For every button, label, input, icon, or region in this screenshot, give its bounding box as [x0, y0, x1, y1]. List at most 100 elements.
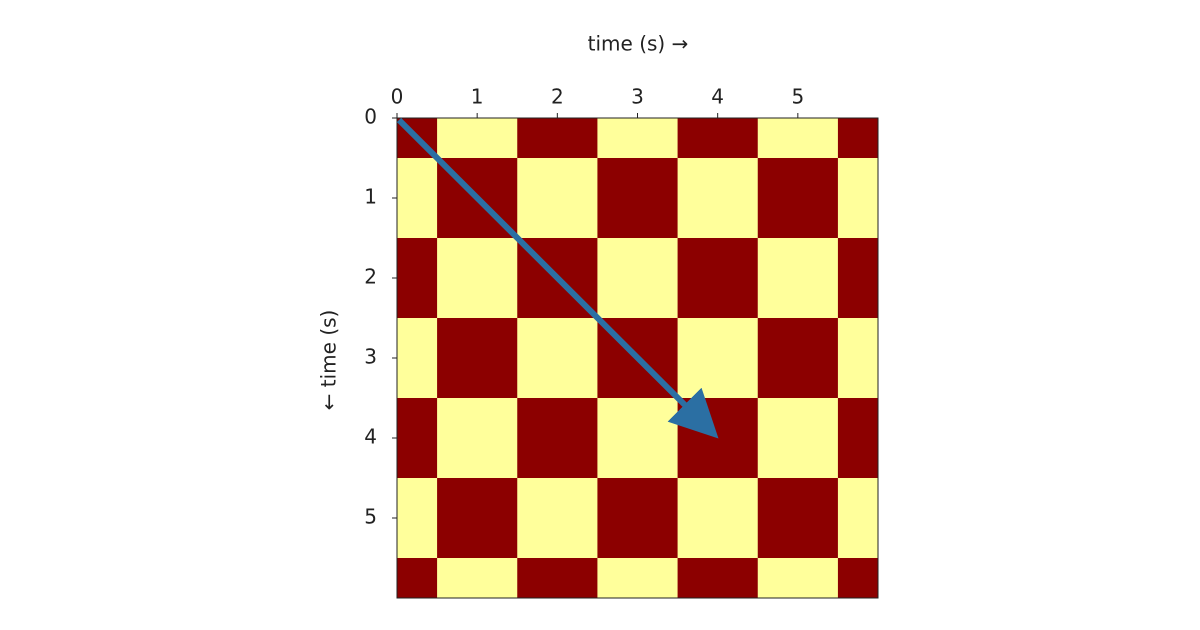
heatmap-cell	[757, 478, 799, 519]
heatmap-cell	[597, 558, 638, 599]
heatmap-cell	[797, 158, 839, 199]
heatmap-cell	[557, 558, 598, 599]
heatmap-cell	[557, 438, 598, 479]
heatmap-cell	[397, 398, 438, 439]
heatmap-cell	[677, 478, 719, 519]
heatmap-cell	[437, 518, 478, 559]
x-tick-label: 2	[551, 85, 564, 109]
heatmap-cell	[517, 398, 558, 439]
heatmap-cell	[517, 198, 558, 239]
heatmap-cell	[717, 238, 759, 279]
heatmap-cell	[757, 238, 799, 279]
heatmap-cell	[517, 358, 558, 399]
heatmap-cell	[637, 478, 679, 519]
heatmap-cell	[837, 278, 879, 319]
heatmap-cell	[637, 158, 679, 199]
heatmap-cell	[797, 358, 839, 399]
heatmap-cell	[437, 438, 478, 479]
heatmap-cell	[837, 238, 879, 279]
heatmap-cell	[677, 318, 719, 359]
heatmap-cell	[797, 238, 839, 279]
heatmap-cell	[797, 278, 839, 319]
heatmap-cell	[397, 478, 438, 519]
heatmap-cell	[437, 398, 478, 439]
heatmap-cell	[397, 518, 438, 559]
heatmap-cell	[437, 238, 478, 279]
heatmap-cell	[517, 158, 558, 199]
y-tick-label: 5	[364, 505, 377, 529]
heatmap-cell	[717, 318, 759, 359]
heatmap-cell	[557, 238, 598, 279]
heatmap-cell	[477, 278, 518, 319]
heatmap-cell	[477, 358, 518, 399]
heatmap-cell	[717, 158, 759, 199]
heatmap-cell	[477, 558, 518, 599]
heatmap-cell	[477, 118, 518, 159]
heatmap-cell	[677, 238, 719, 279]
heatmap-cell	[837, 518, 879, 559]
heatmap-cell	[837, 438, 879, 479]
x-tick-label: 5	[791, 85, 804, 109]
heatmap-cell	[797, 518, 839, 559]
heatmap-cell	[517, 438, 558, 479]
heatmap-cell	[397, 438, 438, 479]
heatmap-cell	[397, 358, 438, 399]
heatmap-cell	[437, 478, 478, 519]
heatmap-cell	[637, 318, 679, 359]
heatmap-cell	[557, 518, 598, 559]
heatmap-cell	[757, 158, 799, 199]
heatmap-cell	[437, 278, 478, 319]
heatmap-cell	[717, 478, 759, 519]
heatmap-cell	[477, 158, 518, 199]
heatmap-cell	[757, 318, 799, 359]
heatmap-cell	[717, 438, 759, 479]
heatmap-cell	[637, 238, 679, 279]
x-tick-label: 3	[631, 85, 644, 109]
arrow	[396, 117, 719, 439]
heatmap-cell	[477, 518, 518, 559]
heatmap-cell	[517, 478, 558, 519]
heatmap-cell	[797, 118, 839, 159]
heatmap-cell	[397, 318, 438, 359]
heatmap-cell	[637, 558, 679, 599]
heatmap-cell	[597, 398, 638, 439]
heatmap-cell	[837, 318, 879, 359]
heatmap-cell	[717, 558, 759, 599]
y-axis-label: ← time (s)	[317, 310, 341, 411]
heatmap-cell	[477, 398, 518, 439]
heatmap-cell	[637, 118, 679, 159]
heatmap-cell	[557, 198, 598, 239]
heatmap-cell	[557, 398, 598, 439]
heatmap-cell	[597, 198, 638, 239]
x-tick-label: 1	[471, 85, 484, 109]
heatmap-cell	[797, 318, 839, 359]
heatmap-cell	[397, 278, 438, 319]
heatmap-cell	[557, 118, 598, 159]
heatmap-cell	[597, 438, 638, 479]
x-axis-label: time (s) →	[588, 32, 689, 56]
heatmap-cell	[757, 398, 799, 439]
y-tick-label: 1	[364, 185, 377, 209]
heatmap-cell	[837, 398, 879, 439]
heatmap-cell	[437, 118, 478, 159]
heatmap-cell	[837, 358, 879, 399]
heatmap-cell	[517, 318, 558, 359]
heatmap-cell	[677, 198, 719, 239]
heatmap-cell	[717, 118, 759, 159]
heatmap-cell	[397, 158, 438, 199]
heatmap-cell	[677, 438, 719, 479]
heatmap	[397, 118, 879, 599]
heatmap-cell	[757, 118, 799, 159]
heatmap-cell	[437, 358, 478, 399]
heatmap-cell	[597, 518, 638, 559]
heatmap-cell	[477, 438, 518, 479]
heatmap-cell	[717, 198, 759, 239]
heatmap-cell	[557, 158, 598, 199]
heatmap-cell	[677, 278, 719, 319]
heatmap-cell	[597, 158, 638, 199]
heatmap-cell	[397, 558, 438, 599]
heatmap-cell	[797, 438, 839, 479]
y-tick-label: 4	[364, 425, 377, 449]
heatmap-cell	[517, 278, 558, 319]
